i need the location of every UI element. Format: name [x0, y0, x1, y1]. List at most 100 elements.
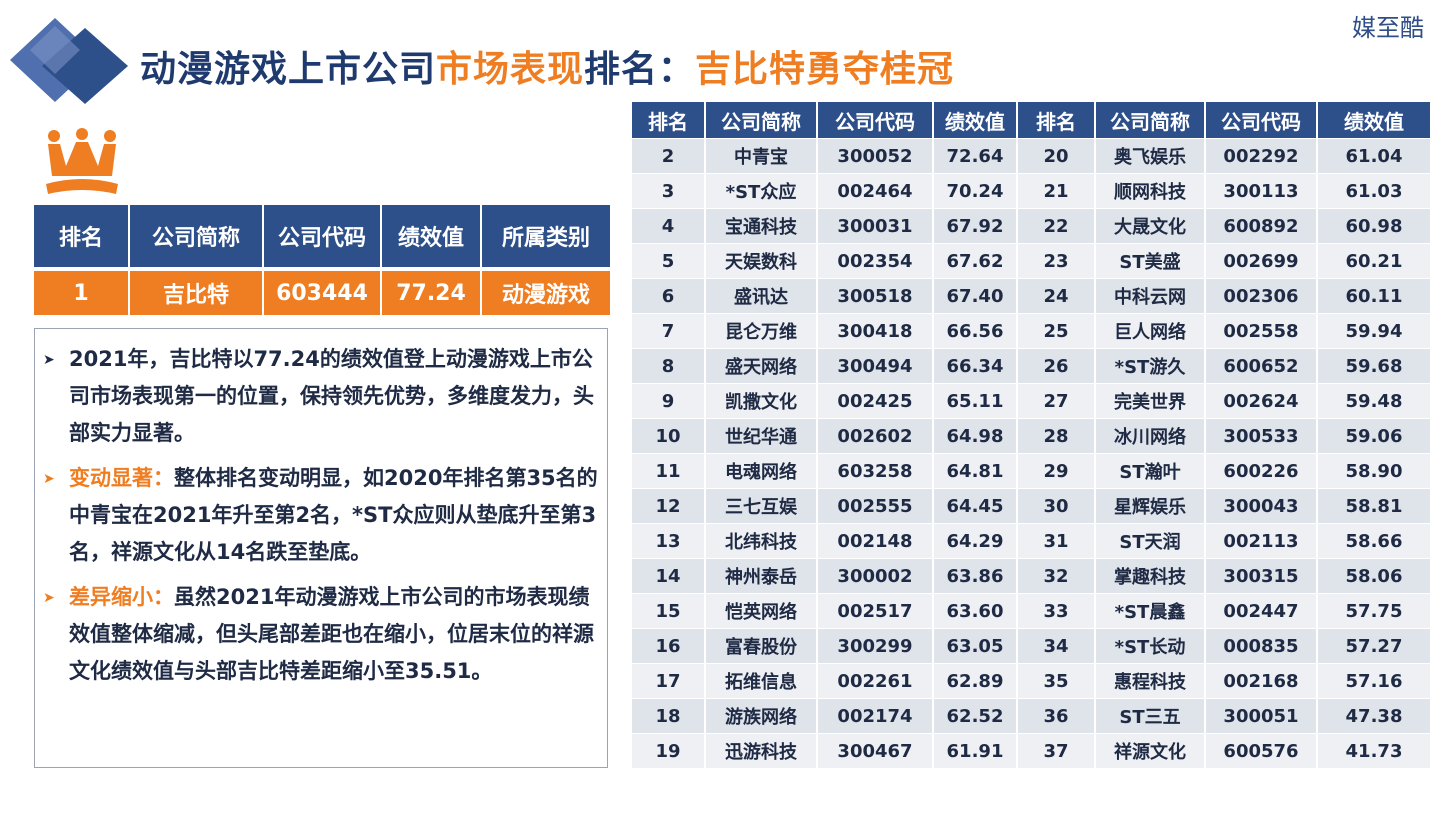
champion-row: 1 吉比特 603444 77.24 动漫游戏 — [34, 267, 610, 315]
rank-cell: 34 — [1018, 628, 1094, 663]
rank-cell: 3 — [632, 173, 704, 208]
rank-cell: 9 — [632, 383, 704, 418]
rank-cell: 6 — [632, 278, 704, 313]
code-cell: 603258 — [818, 453, 932, 488]
champion-company: 吉比特 — [130, 267, 264, 315]
rank-cell: 33 — [1018, 593, 1094, 628]
title-part-2: 市场表现 — [436, 49, 585, 90]
company-cell: *ST晨鑫 — [1096, 593, 1204, 628]
table-row: 6 盛讯达 300518 67.40 24 中科云网 002306 60.11 — [632, 278, 1430, 313]
score-cell: 61.03 — [1318, 173, 1430, 208]
score-cell: 62.52 — [934, 698, 1016, 733]
score-cell: 67.92 — [934, 208, 1016, 243]
champion-code: 603444 — [264, 267, 382, 315]
ranking-table: 排名 公司简称 公司代码 绩效值 排名 公司简称 公司代码 绩效值 2 中青宝 30… — [630, 102, 1432, 768]
table-row: 8 盛天网络 300494 66.34 26 *ST游久 600652 59.68 — [632, 348, 1430, 383]
company-cell: 神州泰岳 — [706, 558, 816, 593]
table-row: 17 拓维信息 002261 62.89 35 惠程科技 002168 57.16 — [632, 663, 1430, 698]
code-cell: 002555 — [818, 488, 932, 523]
company-cell: 掌趣科技 — [1096, 558, 1204, 593]
rank-cell: 36 — [1018, 698, 1094, 733]
rank-cell: 14 — [632, 558, 704, 593]
code-cell: 300315 — [1206, 558, 1316, 593]
table-row: 19 迅游科技 300467 61.91 37 祥源文化 600576 41.73 — [632, 733, 1430, 768]
company-cell: 奥飞娱乐 — [1096, 138, 1204, 173]
table-row: 18 游族网络 002174 62.52 36 ST三五 300051 47.38 — [632, 698, 1430, 733]
title-part-3: 排名： — [584, 49, 696, 90]
rank-cell: 17 — [632, 663, 704, 698]
score-cell: 57.27 — [1318, 628, 1430, 663]
rank-cell: 2 — [632, 138, 704, 173]
champion-table: 排名 公司简称 公司代码 绩效值 所属类别 1 吉比特 603444 77.24… — [34, 205, 610, 315]
score-cell: 63.60 — [934, 593, 1016, 628]
score-cell: 66.56 — [934, 313, 1016, 348]
brand-logo-text: 媒至酷 — [1352, 14, 1424, 42]
code-cell: 600576 — [1206, 733, 1316, 768]
code-cell: 002699 — [1206, 243, 1316, 278]
code-cell: 300051 — [1206, 698, 1316, 733]
score-cell: 58.66 — [1318, 523, 1430, 558]
header-code: 公司代码 — [1206, 102, 1316, 138]
company-cell: 电魂网络 — [706, 453, 816, 488]
score-cell: 63.86 — [934, 558, 1016, 593]
company-cell: 北纬科技 — [706, 523, 816, 558]
summary-box: ➤ 2021年，吉比特以77.24的绩效值登上动漫游戏上市公司市场表现第一的位置… — [34, 328, 608, 768]
arrow-bullet-icon: ➤ — [43, 590, 55, 606]
summary-bullet-1: ➤ 2021年，吉比特以77.24的绩效值登上动漫游戏上市公司市场表现第一的位置… — [43, 341, 601, 452]
code-cell: 002354 — [818, 243, 932, 278]
company-cell: *ST众应 — [706, 173, 816, 208]
summary-body-2: 整体排名变动明显，如2020年排名第35名的中青宝在2021年升至第2名，*ST… — [69, 466, 598, 564]
rank-cell: 18 — [632, 698, 704, 733]
summary-bullet-2: ➤ 变动显著：整体排名变动明显，如2020年排名第35名的中青宝在2021年升至… — [43, 460, 601, 571]
rank-cell: 35 — [1018, 663, 1094, 698]
header-score: 绩效值 — [1318, 102, 1430, 138]
code-cell: 002517 — [818, 593, 932, 628]
ranking-table-header: 排名 公司简称 公司代码 绩效值 排名 公司简称 公司代码 绩效值 — [632, 102, 1430, 138]
rank-cell: 26 — [1018, 348, 1094, 383]
company-cell: 中科云网 — [1096, 278, 1204, 313]
title-part-1: 动漫游戏上市公司 — [140, 49, 437, 90]
header-category: 所属类别 — [482, 205, 610, 267]
rank-cell: 21 — [1018, 173, 1094, 208]
rank-cell: 37 — [1018, 733, 1094, 768]
header-score: 绩效值 — [934, 102, 1016, 138]
score-cell: 61.04 — [1318, 138, 1430, 173]
table-row: 9 凯撒文化 002425 65.11 27 完美世界 002624 59.48 — [632, 383, 1430, 418]
code-cell: 300467 — [818, 733, 932, 768]
company-cell: 冰川网络 — [1096, 418, 1204, 453]
company-cell: 世纪华通 — [706, 418, 816, 453]
score-cell: 57.16 — [1318, 663, 1430, 698]
code-cell: 300043 — [1206, 488, 1316, 523]
code-cell: 000835 — [1206, 628, 1316, 663]
code-cell: 600652 — [1206, 348, 1316, 383]
score-cell: 67.62 — [934, 243, 1016, 278]
rank-cell: 11 — [632, 453, 704, 488]
rank-cell: 5 — [632, 243, 704, 278]
crown-icon — [46, 128, 118, 194]
score-cell: 60.21 — [1318, 243, 1430, 278]
company-cell: 游族网络 — [706, 698, 816, 733]
score-cell: 65.11 — [934, 383, 1016, 418]
company-cell: ST瀚叶 — [1096, 453, 1204, 488]
summary-text-3: 差异缩小：虽然2021年动漫游戏上市公司的市场表现绩效值整体缩减，但头尾部差距也… — [69, 579, 601, 690]
champion-category: 动漫游戏 — [482, 267, 610, 315]
summary-body-3: 虽然2021年动漫游戏上市公司的市场表现绩效值整体缩减，但头尾部差距也在缩小，位… — [69, 585, 594, 683]
header-rank: 排名 — [632, 102, 704, 138]
score-cell: 60.98 — [1318, 208, 1430, 243]
company-cell: 富春股份 — [706, 628, 816, 663]
company-cell: 迅游科技 — [706, 733, 816, 768]
code-cell: 002261 — [818, 663, 932, 698]
header-score: 绩效值 — [382, 205, 482, 267]
logo-diamonds — [10, 18, 128, 104]
code-cell: 002464 — [818, 173, 932, 208]
code-cell: 300494 — [818, 348, 932, 383]
summary-lead-2: 变动显著： — [69, 466, 174, 490]
code-cell: 002558 — [1206, 313, 1316, 348]
table-row: 14 神州泰岳 300002 63.86 32 掌趣科技 300315 58.06 — [632, 558, 1430, 593]
score-cell: 57.75 — [1318, 593, 1430, 628]
champion-table-header: 排名 公司简称 公司代码 绩效值 所属类别 — [34, 205, 610, 267]
score-cell: 58.06 — [1318, 558, 1430, 593]
header-company: 公司简称 — [706, 102, 816, 138]
rank-cell: 27 — [1018, 383, 1094, 418]
ranking-table-body: 2 中青宝 300052 72.64 20 奥飞娱乐 002292 61.04 3 *ST众应 00… — [632, 138, 1430, 768]
